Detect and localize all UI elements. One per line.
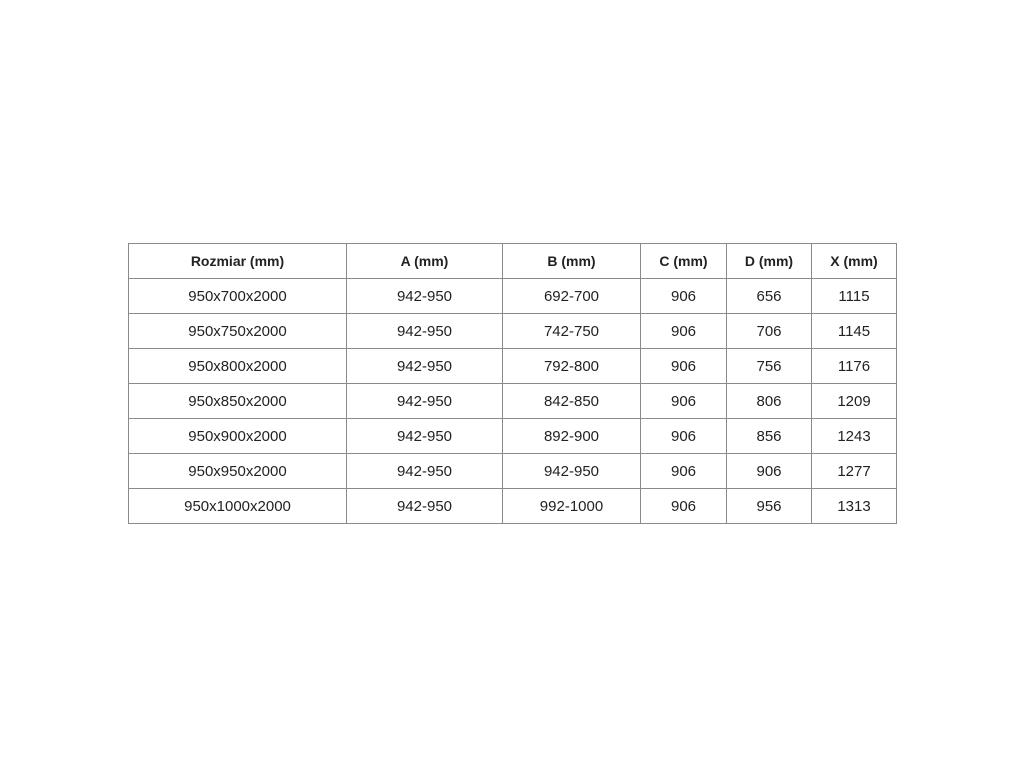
table-cell: 906 — [640, 278, 727, 314]
table-cell: 992-1000 — [502, 488, 641, 524]
table-row: 950x700x2000 942-950 692-700 906 656 1115 — [128, 278, 897, 314]
table-cell: 656 — [726, 278, 812, 314]
table-cell: 906 — [726, 453, 812, 489]
table-row: 950x1000x2000 942-950 992-1000 906 956 1313 — [128, 488, 897, 524]
table-cell: 1243 — [811, 418, 897, 454]
header-a: A (mm) — [346, 243, 503, 279]
table-cell: 950x800x2000 — [128, 348, 347, 384]
table-cell: 942-950 — [346, 348, 503, 384]
table-cell: 942-950 — [346, 453, 503, 489]
table-row: 950x950x2000 942-950 942-950 906 906 1277 — [128, 453, 897, 489]
table-cell: 942-950 — [502, 453, 641, 489]
table-cell: 842-850 — [502, 383, 641, 419]
table-cell: 1145 — [811, 313, 897, 349]
table-row: 950x900x2000 942-950 892-900 906 856 1243 — [128, 418, 897, 454]
table-cell: 906 — [640, 383, 727, 419]
table-cell: 692-700 — [502, 278, 641, 314]
table-row: 950x850x2000 942-950 842-850 906 806 1209 — [128, 383, 897, 419]
table-cell: 950x900x2000 — [128, 418, 347, 454]
table-cell: 950x1000x2000 — [128, 488, 347, 524]
table-cell: 856 — [726, 418, 812, 454]
table-cell: 942-950 — [346, 488, 503, 524]
table-cell: 906 — [640, 418, 727, 454]
table-cell: 706 — [726, 313, 812, 349]
header-c: C (mm) — [640, 243, 727, 279]
table-cell: 950x750x2000 — [128, 313, 347, 349]
table-cell: 956 — [726, 488, 812, 524]
table-cell: 806 — [726, 383, 812, 419]
table-cell: 1313 — [811, 488, 897, 524]
table-cell: 942-950 — [346, 313, 503, 349]
table-row: 950x800x2000 942-950 792-800 906 756 1176 — [128, 348, 897, 384]
table-cell: 1176 — [811, 348, 897, 384]
table-cell: 942-950 — [346, 278, 503, 314]
table-cell: 950x700x2000 — [128, 278, 347, 314]
table-cell: 906 — [640, 348, 727, 384]
header-x: X (mm) — [811, 243, 897, 279]
table-cell: 950x850x2000 — [128, 383, 347, 419]
table-cell: 906 — [640, 453, 727, 489]
header-size: Rozmiar (mm) — [128, 243, 347, 279]
table-cell: 906 — [640, 313, 727, 349]
header-d: D (mm) — [726, 243, 812, 279]
table-row: 950x750x2000 942-950 742-750 906 706 1145 — [128, 313, 897, 349]
table-cell: 742-750 — [502, 313, 641, 349]
table-cell: 1277 — [811, 453, 897, 489]
table-cell: 942-950 — [346, 418, 503, 454]
table-cell: 906 — [640, 488, 727, 524]
table-cell: 950x950x2000 — [128, 453, 347, 489]
table-cell: 792-800 — [502, 348, 641, 384]
dimensions-table: Rozmiar (mm) A (mm) B (mm) C (mm) D (mm)… — [128, 243, 897, 524]
table-cell: 1115 — [811, 278, 897, 314]
table-cell: 892-900 — [502, 418, 641, 454]
header-row: Rozmiar (mm) A (mm) B (mm) C (mm) D (mm)… — [128, 243, 897, 279]
table-cell: 756 — [726, 348, 812, 384]
table-cell: 1209 — [811, 383, 897, 419]
table-cell: 942-950 — [346, 383, 503, 419]
header-b: B (mm) — [502, 243, 641, 279]
